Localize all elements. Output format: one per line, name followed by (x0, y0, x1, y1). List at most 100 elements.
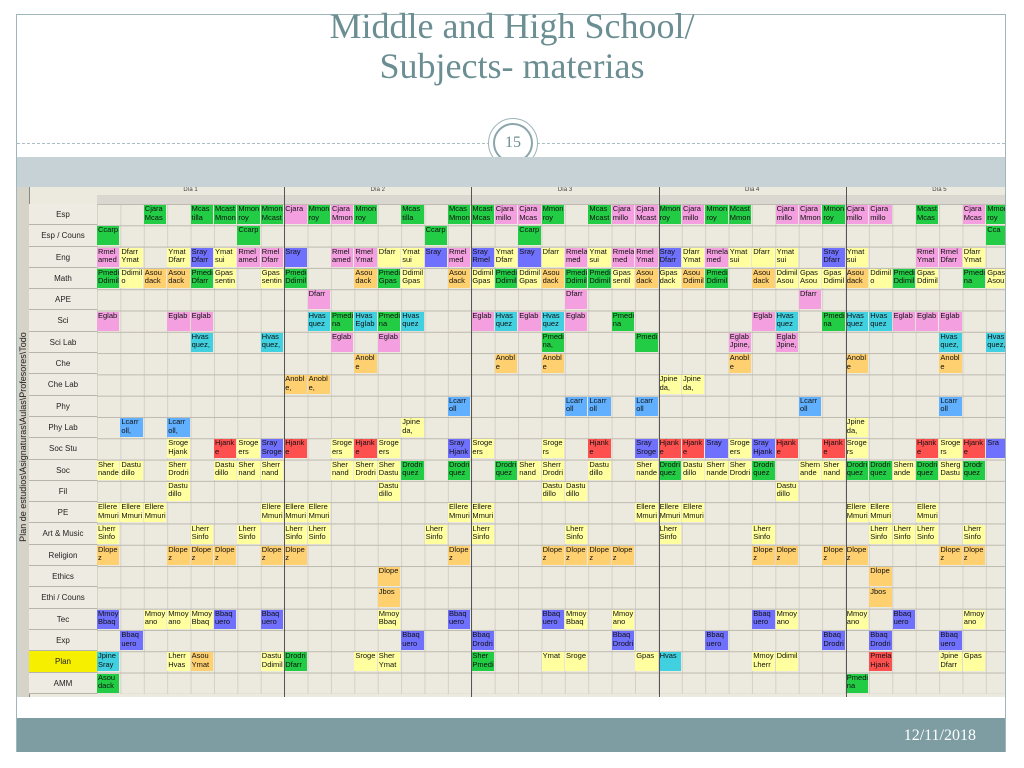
lesson-cell[interactable]: Dlope z (167, 545, 190, 565)
lesson-cell[interactable]: Lherr Hvas (167, 652, 190, 672)
lesson-cell[interactable]: Jpine Dfarr (939, 652, 962, 672)
lesson-cell[interactable]: Sray Dfarr (822, 247, 845, 267)
lesson-cell[interactable]: Asou Ddimil (682, 268, 705, 288)
lesson-cell[interactable]: Mmoy ano (845, 609, 869, 629)
lesson-cell[interactable]: Anobl e (939, 354, 962, 374)
lesson-cell[interactable]: Lcarr oll (799, 396, 822, 416)
lesson-cell[interactable]: Mmoy Bbaq (97, 609, 120, 629)
lesson-cell[interactable]: Dfarr Ymat (962, 247, 986, 267)
lesson-cell[interactable]: Lcarr oll (939, 396, 962, 416)
lesson-cell[interactable]: Hjank e (822, 439, 845, 459)
lesson-cell[interactable]: Eglab (377, 332, 401, 352)
lesson-cell[interactable]: Lherr Sinfo (916, 524, 939, 544)
lesson-cell[interactable]: Ymat sui (845, 247, 869, 267)
lesson-cell[interactable]: Hvas Eglab (354, 311, 377, 331)
lesson-cell[interactable]: Ymat sui (214, 247, 237, 267)
lesson-cell[interactable]: Sherr Drodri (354, 460, 377, 480)
lesson-cell[interactable]: Bbaq Drodri (611, 631, 635, 650)
lesson-cell[interactable]: Bbaq uero (939, 631, 962, 650)
lesson-cell[interactable]: Cjara millo (611, 205, 635, 224)
lesson-cell[interactable]: Bbaq uero (541, 609, 564, 629)
lesson-cell[interactable]: Anobl e (541, 354, 564, 374)
lesson-cell[interactable]: Asou dack (541, 268, 564, 288)
lesson-cell[interactable]: Hvas quez (541, 311, 564, 331)
lesson-cell[interactable]: Gpas sentil (611, 268, 635, 288)
lesson-cell[interactable]: Cjara Mcas (962, 205, 986, 224)
lesson-cell[interactable]: Ddimil Gpas (401, 268, 424, 288)
lesson-cell[interactable]: Sray Rmel (471, 247, 494, 267)
lesson-cell[interactable]: Jbos (869, 588, 892, 608)
lesson-cell[interactable]: Sroge rs (939, 439, 962, 459)
day-header[interactable]: Día 2 (370, 187, 385, 193)
lesson-cell[interactable]: Mmon Mcast (260, 205, 284, 224)
lesson-cell[interactable]: Ddimil (775, 652, 798, 672)
lesson-cell[interactable]: Sroge Hjank (167, 439, 190, 459)
lesson-cell[interactable]: Eglab (565, 311, 588, 331)
lesson-cell[interactable]: Sray (518, 247, 541, 267)
lesson-cell[interactable]: Eglab (331, 332, 354, 352)
lesson-cell[interactable]: Mmoy Bbaq (565, 609, 588, 629)
lesson-cell[interactable]: Dlope z (752, 545, 775, 565)
lesson-cell[interactable]: Ellere Mmuri (471, 503, 494, 523)
lesson-cell[interactable]: Ccarp (237, 226, 260, 246)
lesson-cell[interactable]: Mcast Mmon (728, 205, 752, 224)
lesson-cell[interactable]: Sroge ers (471, 439, 494, 459)
lesson-cell[interactable]: Rmel med (448, 247, 471, 267)
lesson-cell[interactable]: Rmel Ymat (354, 247, 377, 267)
lesson-cell[interactable]: Gpas Asou (986, 268, 1005, 288)
lesson-cell[interactable]: Bbaq uero (401, 631, 424, 650)
lesson-cell[interactable]: Mmoy Bbaq (190, 609, 213, 629)
lesson-cell[interactable]: Bbaq uero (214, 609, 237, 629)
lesson-cell[interactable]: Ddimil o (120, 268, 143, 288)
lesson-cell[interactable]: Sher nand (518, 460, 541, 480)
lesson-cell[interactable]: Cjara Mcas (143, 205, 167, 224)
lesson-cell[interactable]: Drodri quez (448, 460, 471, 480)
lesson-cell[interactable]: Ymat (541, 652, 564, 672)
lesson-cell[interactable]: Sher nande (635, 460, 658, 480)
lesson-cell[interactable]: Rmela med (565, 247, 588, 267)
lesson-cell[interactable]: Dlope (377, 567, 401, 587)
lesson-cell[interactable]: Hvas quez, (260, 332, 284, 352)
lesson-cell[interactable]: Pmedi na (845, 673, 869, 693)
lesson-cell[interactable]: Cjara (284, 205, 307, 224)
lesson-cell[interactable]: Cjara Mcast (635, 205, 658, 224)
lesson-cell[interactable]: Hvas quez (775, 311, 798, 331)
lesson-cell[interactable]: Dlope z (845, 545, 869, 565)
lesson-cell[interactable]: Dlope z (822, 545, 845, 565)
lesson-cell[interactable]: Cjara Mmon (331, 205, 354, 224)
lesson-cell[interactable]: Eglab (190, 311, 213, 331)
lesson-cell[interactable]: Lcarr oll, (167, 418, 190, 437)
lesson-cell[interactable]: Dfarr (541, 247, 564, 267)
lesson-cell[interactable]: Dastu dillo (775, 481, 798, 501)
lesson-cell[interactable]: Dlope z (214, 545, 237, 565)
lesson-cell[interactable]: Gpas (962, 652, 986, 672)
lesson-cell[interactable]: Lherr Sinfo (237, 524, 260, 544)
lesson-cell[interactable]: Sray Hjank (752, 439, 775, 459)
day-header[interactable]: Día 4 (745, 187, 760, 193)
lesson-cell[interactable]: Rmel Dfarr (939, 247, 962, 267)
lesson-cell[interactable]: Dastu dillo (682, 460, 705, 480)
lesson-cell[interactable]: Pmedi Ddimil (892, 268, 915, 288)
lesson-cell[interactable]: Shern ande (799, 460, 822, 480)
lesson-cell[interactable]: Drodr quez (962, 460, 986, 480)
lesson-cell[interactable]: Drodri quez (845, 460, 869, 480)
lesson-cell[interactable]: Drodri quez (401, 460, 424, 480)
lesson-cell[interactable]: Ellere Mmuri (143, 503, 167, 523)
lesson-cell[interactable]: Dastu dillo (167, 481, 190, 501)
lesson-cell[interactable]: Eglab Jpine, (775, 332, 798, 352)
lesson-cell[interactable]: Ddimil Gpas (471, 268, 494, 288)
lesson-cell[interactable]: Lherr Sinfo (892, 524, 915, 544)
lesson-cell[interactable]: Lcarr oll (565, 396, 588, 416)
lesson-cell[interactable]: Dfarr Ymat (682, 247, 705, 267)
lesson-cell[interactable]: Mmoy Lherr (752, 652, 775, 672)
lesson-cell[interactable]: Pmedi Ddimil (284, 268, 307, 288)
lesson-cell[interactable]: Rmel amed (97, 247, 120, 267)
lesson-cell[interactable]: Pmedi na (962, 268, 986, 288)
lesson-cell[interactable]: Mmon roy (307, 205, 330, 224)
lesson-cell[interactable]: Mmoy ano (775, 609, 798, 629)
lesson-cell[interactable]: Bbaq uero (448, 609, 471, 629)
lesson-cell[interactable]: Dfarr (565, 290, 588, 310)
lesson-cell[interactable]: Anobl e, (307, 375, 330, 395)
lesson-cell[interactable]: Bbaq uero (260, 609, 284, 629)
lesson-cell[interactable]: Sroge (565, 652, 588, 672)
